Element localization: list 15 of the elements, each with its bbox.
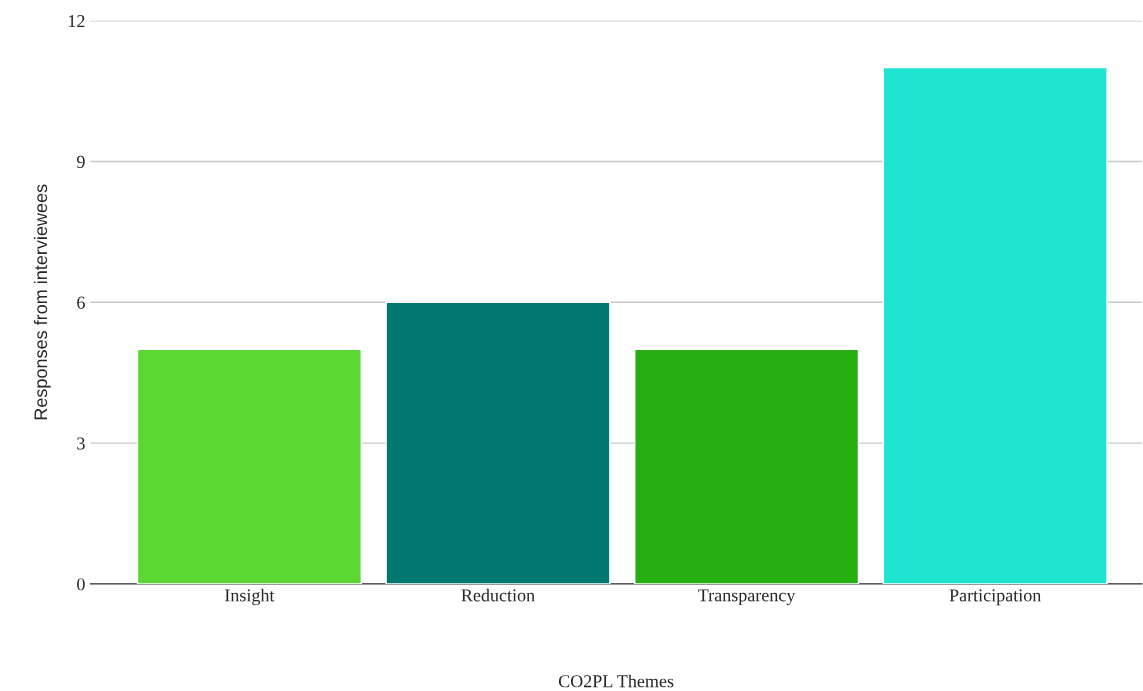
bar xyxy=(136,348,362,584)
x-tick-label: Reduction xyxy=(461,588,535,602)
bar xyxy=(385,301,611,584)
bar xyxy=(634,348,860,584)
x-tick-label: Insight xyxy=(224,588,275,606)
x-tick-label: Participation xyxy=(949,589,1042,606)
y-tick-label: 3 xyxy=(77,437,85,450)
x-axis-title: CO2PL Themes xyxy=(558,674,674,688)
y-tick-label: 9 xyxy=(76,155,85,168)
y-axis-title: Responses from interviewees xyxy=(33,184,51,420)
y-tick-label: 0 xyxy=(77,578,85,591)
bar xyxy=(882,66,1108,584)
y-tick-label: 6 xyxy=(77,296,85,309)
y-tick-label: 12 xyxy=(68,15,85,27)
x-tick-label: Transparency xyxy=(698,589,796,606)
